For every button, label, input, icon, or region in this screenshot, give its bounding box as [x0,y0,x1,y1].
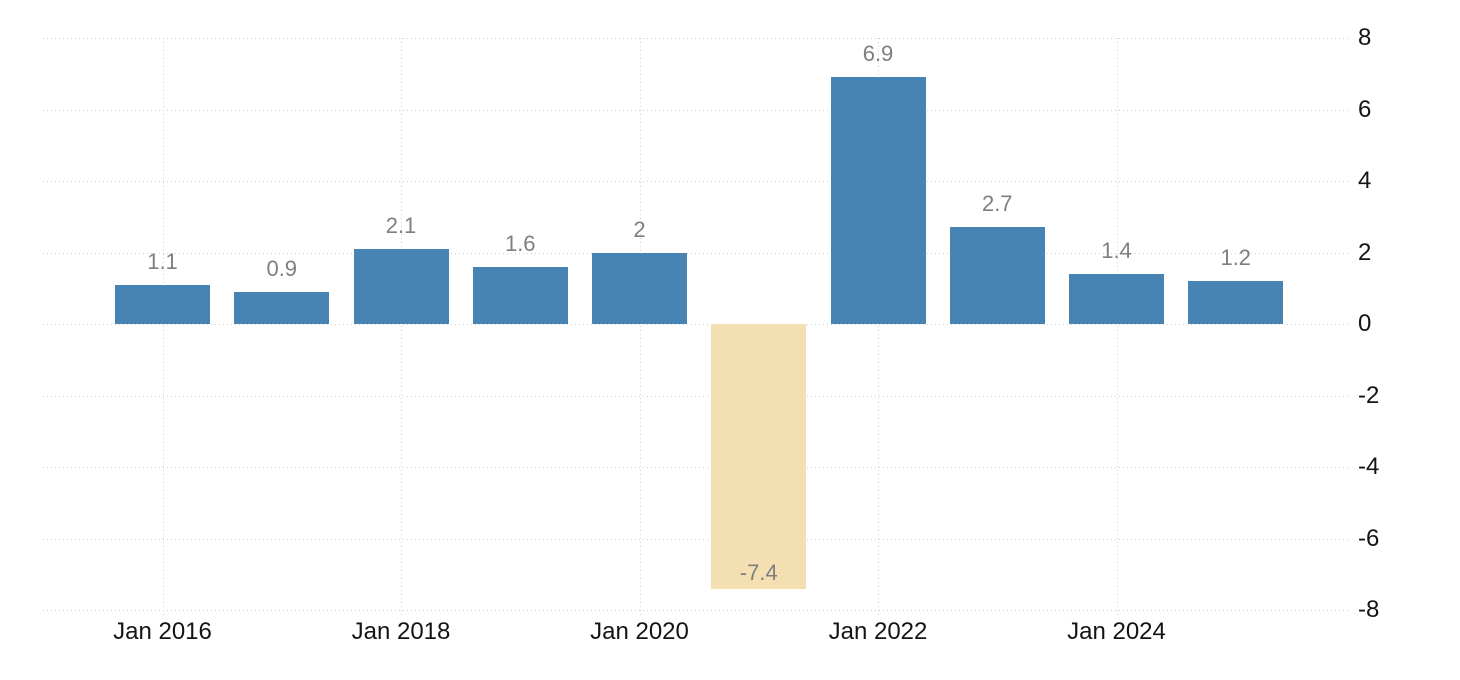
bar-value-label: 6.9 [862,41,894,67]
x-axis-label: Jan 2020 [590,618,689,645]
bar-value-label: 0.9 [266,255,298,281]
y-axis-label: -4 [1358,453,1380,480]
bar[interactable] [830,77,926,324]
y-axis-label: 6 [1358,95,1372,123]
x-axis-tick [878,610,879,617]
x-axis-label: Jan 2016 [113,618,212,645]
x-axis-tick [639,610,641,617]
bar-value-label: 2.1 [385,212,417,238]
x-axis-label: Jan 2024 [1067,618,1166,645]
bar[interactable] [949,227,1045,324]
bar-value-label: 1.6 [504,230,536,256]
bar[interactable] [1069,273,1164,324]
gridline-horizontal [43,252,1348,254]
gridline-vertical [878,38,879,610]
bar[interactable] [115,284,210,324]
y-axis-label: 0 [1358,310,1372,337]
x-axis-tick [401,610,402,617]
gridline-horizontal [43,38,1348,39]
gridline-horizontal [43,324,1348,325]
bar[interactable] [1188,281,1284,324]
gridline-horizontal [43,610,1348,611]
bar-value-label: 1.2 [1220,245,1252,271]
gridline-horizontal [43,538,1348,540]
gridline-horizontal [43,395,1348,397]
gridline-vertical [162,38,164,610]
bar[interactable] [592,252,687,324]
bar-value-label: -7.4 [739,559,778,585]
bar[interactable] [711,324,807,589]
y-axis-label: 8 [1358,24,1372,51]
y-axis-label: -6 [1358,524,1380,552]
gridline-horizontal [43,181,1348,182]
x-axis-label: Jan 2022 [828,618,928,645]
bar-value-label: 1.1 [147,248,178,274]
y-axis-label: 2 [1358,238,1372,266]
bar[interactable] [472,266,568,324]
x-axis-label: Jan 2018 [351,618,451,645]
gridline-vertical [639,38,641,610]
bar-value-label: 2 [633,216,646,242]
y-axis-label: -8 [1358,596,1380,623]
gridline-horizontal [43,109,1348,111]
x-axis-tick [162,610,164,617]
gridline-horizontal [43,467,1348,468]
bar[interactable] [353,248,449,324]
gridline-vertical [1116,38,1118,610]
y-axis-label: -2 [1358,381,1380,409]
bar-value-label: 1.4 [1101,237,1132,263]
y-axis-label: 4 [1358,167,1372,194]
bar-value-label: 2.7 [981,191,1013,217]
gridline-vertical [401,38,402,610]
x-axis-tick [1116,610,1118,617]
bar[interactable] [234,291,330,324]
